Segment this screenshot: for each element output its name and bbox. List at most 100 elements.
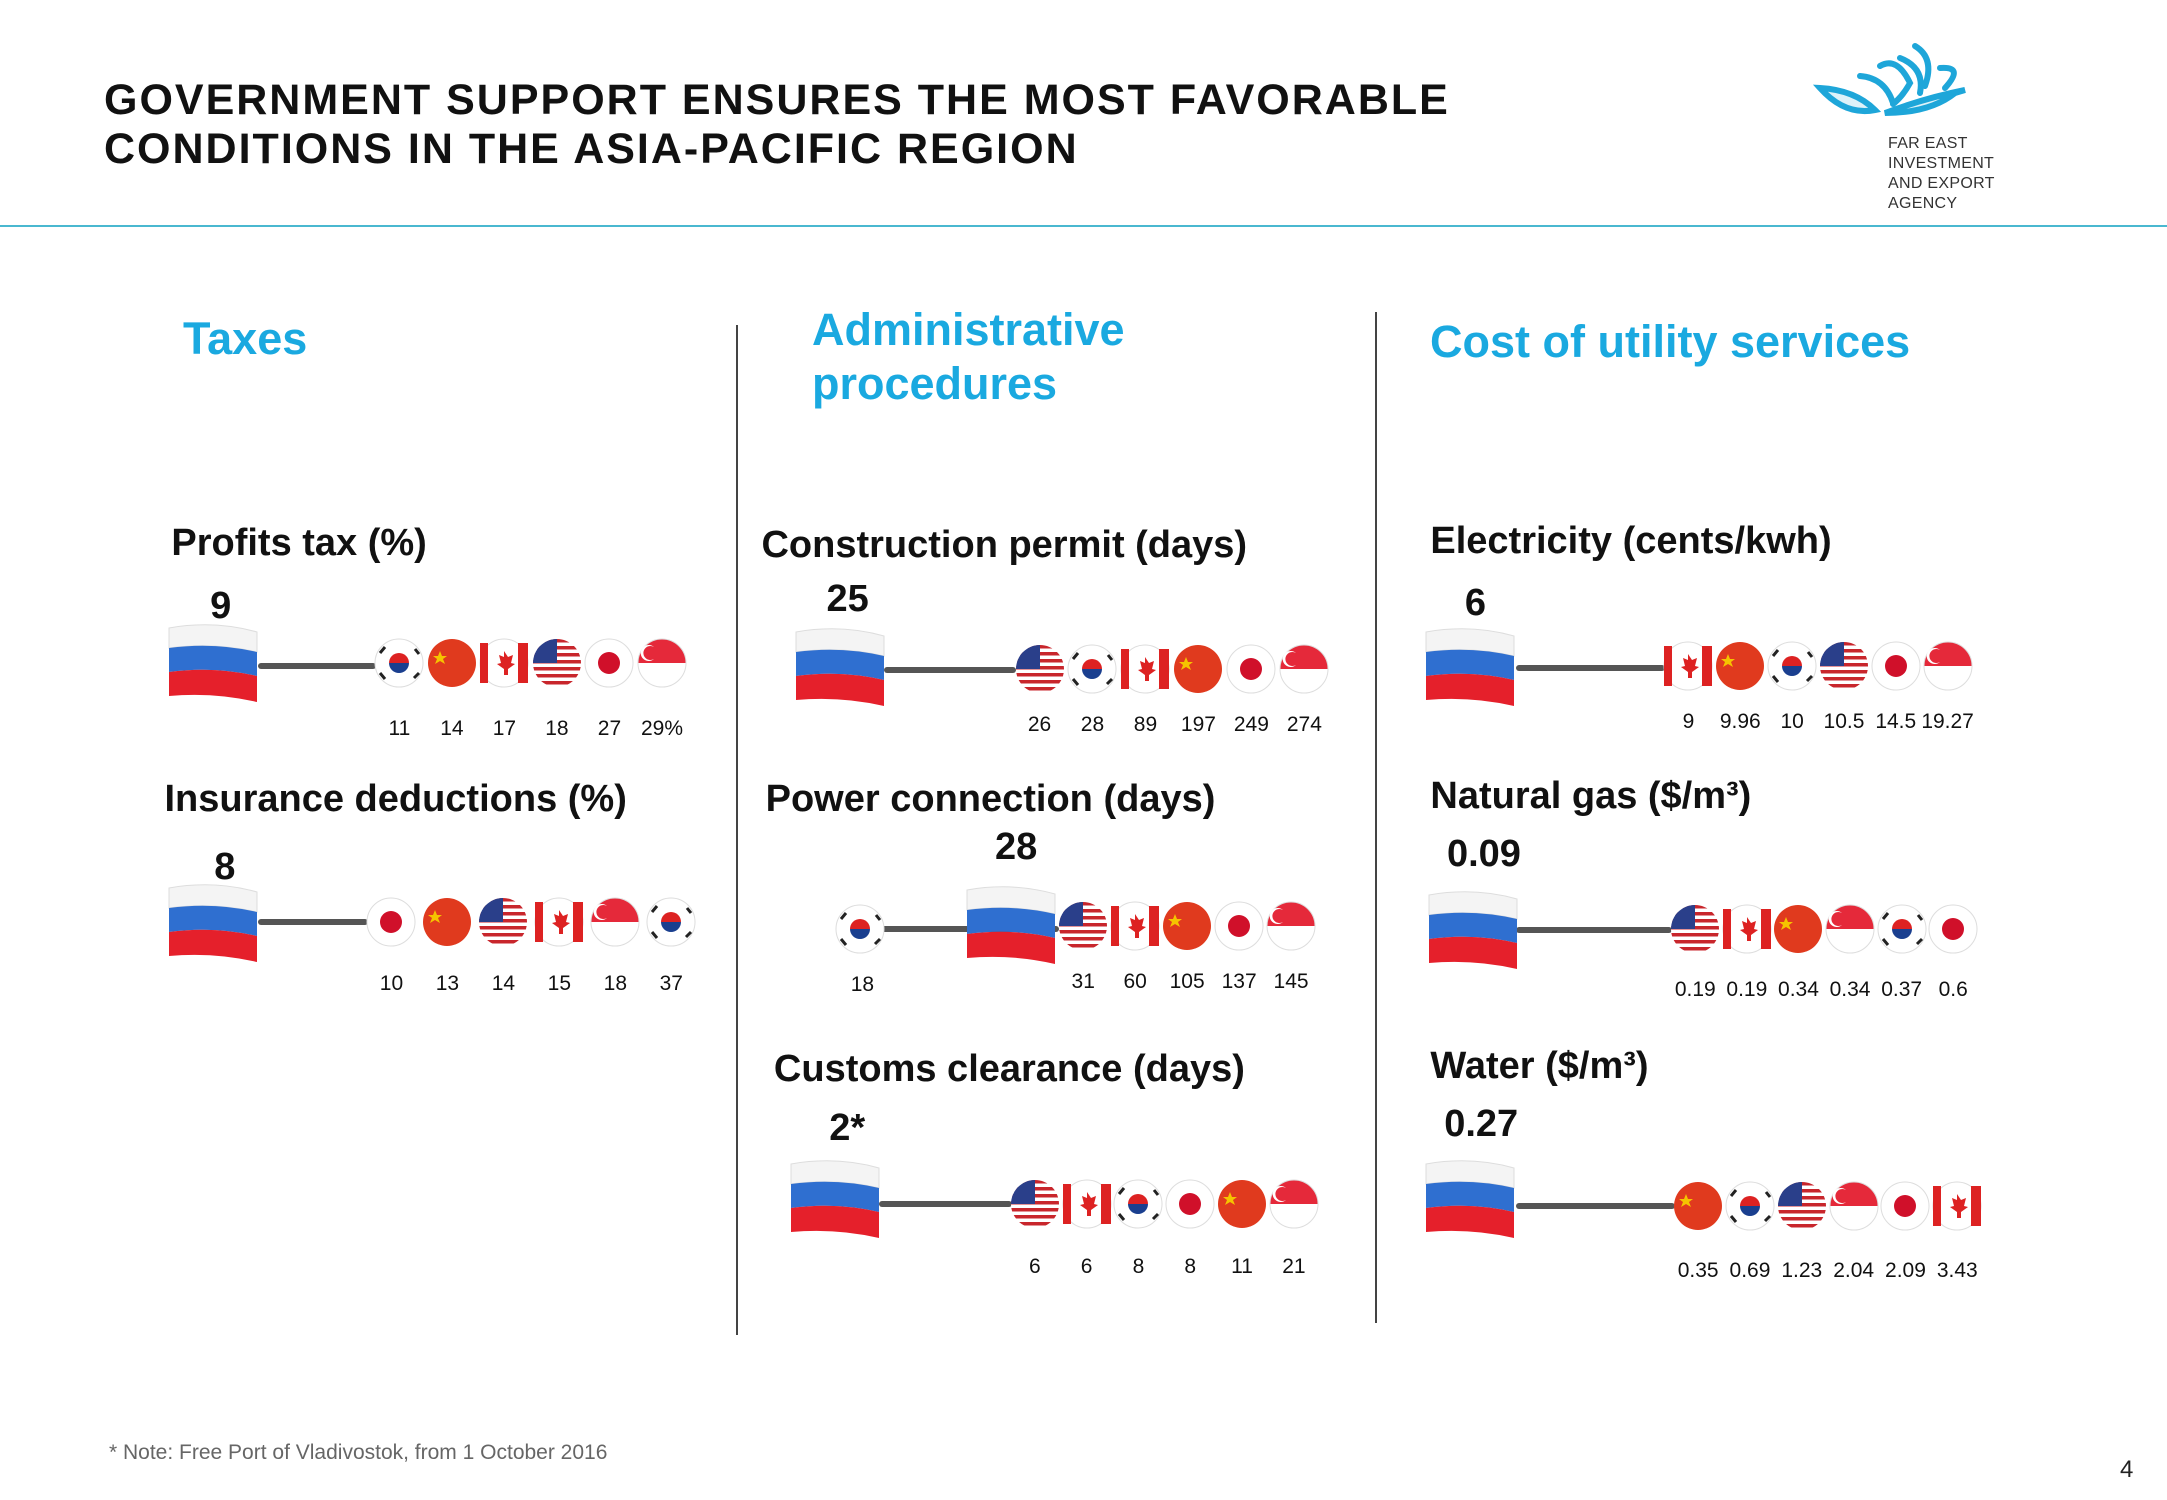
russia-flag-icon (795, 626, 886, 714)
russia-value: 0.27 (1444, 1102, 1519, 1145)
metric-title: Construction permit (days) (761, 523, 1248, 566)
korea-flag-icon (1766, 640, 1818, 692)
metric-title: Natural gas ($/m³) (1430, 775, 1752, 818)
logo-text: FAR EAST INVESTMENT AND EXPORT AGENCY (1888, 134, 2065, 214)
china-flag-icon (1672, 1180, 1724, 1232)
country-value: 11 (1231, 1254, 1253, 1278)
country-value: 8 (1132, 1254, 1145, 1278)
singapore-flag-icon (636, 637, 688, 689)
china-flag-icon (1216, 1178, 1268, 1230)
russia-value: 2* (829, 1106, 866, 1149)
country-value: 2.09 (1885, 1259, 1926, 1283)
china-flag-icon (1172, 643, 1224, 695)
japan-flag-icon (1927, 903, 1979, 955)
canada-flag-icon (1721, 903, 1773, 955)
country-value: 0.19 (1726, 978, 1768, 1002)
country-value: 14 (491, 971, 516, 995)
country-value: 0.34 (1829, 978, 1871, 1002)
section-heading-admin-line-2: procedures (812, 358, 1058, 409)
column-divider-2 (1375, 312, 1377, 1323)
china-flag-icon (1161, 900, 1213, 952)
singapore-flag-icon (1828, 1180, 1880, 1232)
canada-flag-icon (533, 896, 585, 948)
country-value: 10 (379, 971, 404, 995)
korea-flag-icon (834, 903, 886, 955)
country-value: 14 (440, 717, 464, 741)
country-value: 0.35 (1677, 1259, 1719, 1283)
country-value: 18 (850, 972, 875, 996)
connector-line (1516, 927, 1673, 934)
section-heading-administrative: Administrative procedures (812, 303, 1125, 411)
canada-flag-icon (1061, 1178, 1113, 1230)
singapore-flag-icon (1824, 903, 1876, 955)
country-value: 0.69 (1729, 1259, 1771, 1283)
country-value: 137 (1221, 970, 1257, 994)
usa-flag-icon (1776, 1180, 1828, 1232)
country-value: 197 (1180, 713, 1216, 737)
country-value: 14.5 (1875, 710, 1917, 734)
singapore-flag-icon (1265, 900, 1317, 952)
korea-flag-icon (1112, 1178, 1164, 1230)
russia-value: 25 (826, 577, 869, 620)
russia-value: 0.09 (1446, 833, 1521, 876)
logo-text-line-1: FAR EAST INVESTMENT (1888, 135, 1995, 172)
connector-line (1516, 664, 1666, 671)
country-value: 29% (640, 717, 683, 741)
japan-flag-icon (1879, 1180, 1931, 1232)
country-value: 9 (1682, 710, 1695, 734)
footnote: * Note: Free Port of Vladivostok, from 1… (109, 1441, 608, 1464)
korea-flag-icon (1876, 903, 1928, 955)
country-value: 8 (1184, 1254, 1197, 1278)
country-value: 0.37 (1881, 978, 1923, 1002)
metric-title: Power connection (days) (765, 778, 1216, 821)
russia-value: 28 (995, 826, 1038, 869)
country-value: 27 (597, 717, 622, 741)
russia-value: 8 (214, 845, 236, 888)
country-value: 11 (388, 717, 411, 741)
china-flag-icon (1772, 903, 1824, 955)
usa-flag-icon (1669, 903, 1721, 955)
russia-value: 6 (1464, 581, 1487, 624)
japan-flag-icon (1213, 900, 1265, 952)
column-divider-1 (736, 325, 738, 1335)
country-value: 18 (603, 971, 628, 995)
korea-flag-icon (1066, 643, 1118, 695)
connector-line-left (859, 925, 968, 932)
country-value: 3.43 (1936, 1259, 1978, 1283)
singapore-flag-icon (1922, 640, 1974, 692)
canada-flag-icon (1662, 640, 1714, 692)
page-number: 4 (2120, 1456, 2134, 1483)
country-value: 145 (1273, 970, 1309, 994)
country-value: 10 (1780, 710, 1804, 734)
country-value: 6 (1028, 1254, 1041, 1278)
metric-title: Electricity (cents/kwh) (1430, 519, 1832, 562)
metric-title: Water ($/m³) (1430, 1044, 1649, 1087)
page-title: GOVERNMENT SUPPORT ENSURES THE MOST FAVO… (104, 76, 1450, 174)
country-value: 10.5 (1823, 710, 1865, 734)
usa-flag-icon (531, 637, 583, 689)
country-value: 15 (547, 971, 572, 995)
russia-value: 9 (210, 584, 232, 627)
connector-line (884, 667, 1016, 674)
metric-title: Profits tax (%) (171, 522, 427, 565)
japan-flag-icon (1870, 640, 1922, 692)
country-value: 13 (435, 971, 460, 995)
connector-line (258, 663, 376, 670)
section-heading-utilities: Cost of utility services (1430, 316, 1911, 367)
japan-flag-icon (1225, 643, 1277, 695)
korea-flag-icon (645, 896, 697, 948)
country-value: 28 (1080, 713, 1105, 737)
korea-flag-icon (373, 637, 425, 689)
canada-flag-icon (1931, 1180, 1983, 1232)
country-value: 31 (1071, 970, 1095, 994)
metric-title: Customs clearance (days) (773, 1047, 1245, 1090)
country-value: 60 (1123, 970, 1147, 994)
japan-flag-icon (1164, 1178, 1216, 1230)
page-title-line-1: GOVERNMENT SUPPORT ENSURES THE MOST FAVO… (104, 76, 1450, 124)
country-value: 17 (492, 717, 517, 741)
korea-flag-icon (1724, 1180, 1776, 1232)
connector-line (1516, 1203, 1675, 1210)
header-divider (0, 225, 2167, 227)
usa-flag-icon (477, 896, 529, 948)
country-value: 19.27 (1921, 710, 1974, 734)
